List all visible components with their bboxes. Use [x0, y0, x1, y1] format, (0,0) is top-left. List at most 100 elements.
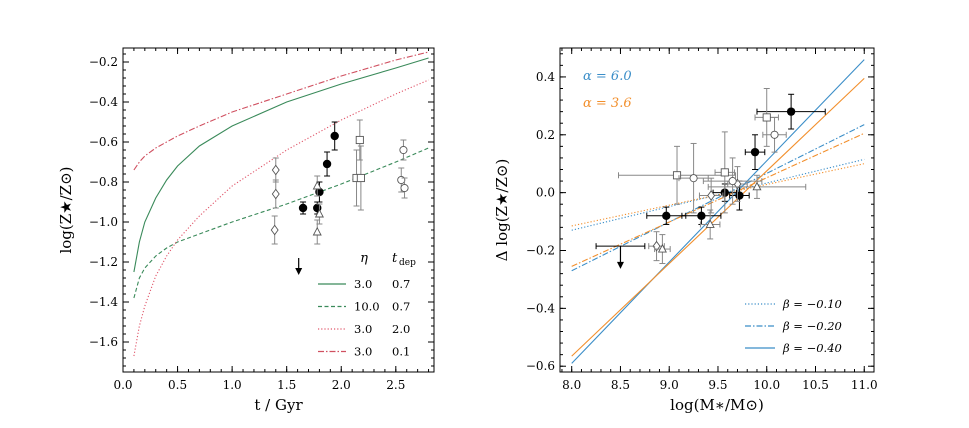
legend-header-tdep: t	[392, 251, 398, 266]
data-point-10	[699, 209, 721, 240]
marker-circle-open	[399, 145, 408, 155]
upper-limit-arrow	[595, 243, 646, 269]
legend: β = −0.10 β = −0.20 β = −0.40	[745, 297, 842, 355]
x-tick-label: 11.0	[851, 378, 878, 392]
y-tick-label: −0.2	[89, 55, 118, 69]
data-point-8	[698, 177, 724, 214]
y-axis-label: log(Z★/Z⊙)	[57, 166, 75, 253]
y-tick-label: 0.0	[536, 186, 555, 200]
x-tick-label: 9.5	[708, 378, 727, 392]
legend-label: β = −0.10	[782, 297, 842, 311]
marker-triangle-open	[312, 180, 322, 190]
data-point-1	[298, 201, 308, 215]
axes-frame	[122, 47, 435, 373]
y-tick-label: −1.2	[89, 255, 118, 269]
marker-circle-open	[689, 174, 698, 183]
x-tick-label: 10.5	[802, 378, 829, 392]
left-panel: 0.0 0.5 1.0 1.5 2.0 2.5 −1.6 −1.4 −1.2 −1.0 −0.8 −0…	[57, 47, 435, 414]
data-point-14	[714, 131, 736, 214]
y-tick-label: 0.2	[536, 128, 555, 142]
series-line-3	[571, 124, 865, 272]
data-point-8	[270, 215, 279, 245]
legend-eta-value: 3.0	[354, 322, 372, 336]
data-point-10	[314, 203, 324, 225]
marker-triangle-open	[705, 219, 715, 228]
y-tick-label: −0.6	[526, 359, 555, 373]
y-axis-label: Δ log(Z★/Z⊙)	[493, 159, 511, 262]
x-tick-label: 2.0	[332, 378, 351, 392]
marker-circle-filled	[750, 147, 760, 157]
data-point-6	[756, 93, 826, 130]
legend-tdep-value: 0.1	[392, 345, 410, 359]
x-tick-label: 9.0	[660, 378, 679, 392]
legend: η t dep 3.0 0.7 10.0 0.7 3.0 2.0 3.0 0.1	[318, 251, 416, 359]
y-tick-label: −0.4	[89, 95, 119, 109]
axes-frame	[559, 47, 875, 373]
marker-triangle-open	[314, 208, 324, 218]
marker-triangle-open	[312, 226, 322, 236]
legend-tdep-value: 2.0	[392, 322, 410, 336]
legend-label: β = −0.20	[782, 319, 842, 333]
upper-limit-arrow	[295, 258, 303, 275]
marker-square-open	[762, 113, 771, 122]
series-line-6	[571, 77, 865, 357]
x-tick-label: 0.0	[113, 378, 132, 392]
x-tick-label: 1.0	[223, 378, 242, 392]
data-point-15	[399, 139, 408, 161]
marker-circle-filled	[786, 107, 796, 116]
marker-circle-filled	[330, 131, 339, 141]
x-axis-label: t / Gyr	[254, 396, 303, 414]
y-tick-label: 0.4	[536, 70, 555, 84]
marker-circle-open	[397, 175, 406, 185]
alpha-annotation: α = 6.0	[583, 69, 632, 84]
data-point-5	[330, 121, 339, 151]
data-point-2	[681, 206, 722, 225]
y-tick-label: −1.6	[89, 335, 118, 349]
x-tick-label: 1.5	[277, 378, 296, 392]
marker-circle-open	[770, 130, 779, 139]
marker-diamond-open	[271, 164, 280, 176]
y-tick-label: −0.2	[526, 244, 555, 258]
series-line-4	[571, 132, 865, 267]
marker-diamond-open	[707, 190, 716, 201]
marker-circle-open	[728, 177, 737, 186]
marker-square-open	[672, 171, 682, 180]
series-line-1	[571, 158, 865, 231]
data-point-7	[271, 179, 280, 209]
marker-triangle-open	[657, 243, 667, 253]
marker-diamond-open	[270, 224, 279, 236]
marker-circle-filled	[735, 191, 744, 200]
marker-square-open	[720, 168, 729, 177]
ticks: 8.0 8.5 9.0 9.5 10.0 10.5 11.0 −0.6 −0.4 −0.2 0.0 0…	[526, 48, 878, 392]
y-tick-label: −1.0	[89, 215, 118, 229]
x-tick-label: 0.5	[168, 378, 187, 392]
legend-header-tdep-sub: dep	[399, 258, 416, 268]
data-point-5	[744, 134, 766, 170]
y-tick-label: −0.8	[89, 175, 118, 189]
marker-circle-filled	[662, 211, 671, 220]
marker-circle-filled	[298, 203, 308, 213]
marker-circle-filled	[322, 159, 332, 169]
x-tick-label: 8.5	[611, 378, 630, 392]
data-point-11	[654, 234, 671, 265]
data-point-17	[702, 157, 763, 205]
right-panel: 8.0 8.5 9.0 9.5 10.0 10.5 11.0 −0.6 −0.4 −0.2 0.0 0…	[493, 47, 878, 414]
data-point-16	[678, 142, 709, 214]
y-tick-label: −0.6	[89, 135, 118, 149]
ticks: 0.0 0.5 1.0 1.5 2.0 2.5 −1.6 −1.4 −1.2 −1.0 −0.8 −0…	[89, 48, 434, 392]
legend-eta-value: 3.0	[354, 345, 372, 359]
series-line-2	[133, 147, 429, 299]
data-point-12	[355, 119, 364, 161]
data-point-1	[646, 206, 687, 225]
legend-eta-value: 3.0	[354, 277, 372, 291]
data-point-17	[400, 177, 409, 199]
legend-header-eta: η	[360, 251, 368, 266]
data-point-18	[762, 116, 787, 153]
legend-eta-value: 10.0	[354, 300, 380, 314]
data-point-9	[312, 175, 322, 197]
limit-head	[616, 261, 624, 269]
legend-label: β = −0.40	[782, 341, 842, 355]
data-point-13	[352, 149, 361, 207]
